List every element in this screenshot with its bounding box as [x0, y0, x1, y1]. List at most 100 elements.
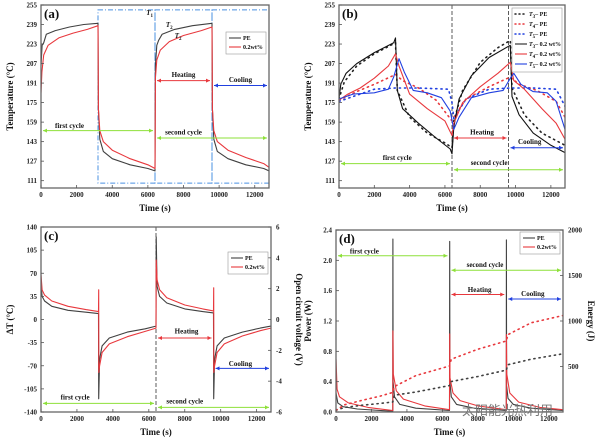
x-tick-label: 2000 [367, 191, 382, 199]
arrow-head-right [557, 268, 561, 273]
annotation-text: T1 [146, 9, 153, 19]
y-tick-label: 1.6 [323, 287, 332, 295]
series-line-pe-energy [336, 353, 563, 411]
y-tick-label: 223 [325, 41, 336, 49]
annotation-text: Cooling [518, 138, 542, 146]
y-tick-label: 191 [27, 80, 38, 88]
x-axis-label: Time (s) [434, 427, 466, 437]
series-group [336, 238, 563, 412]
legend-label: PE [245, 256, 253, 262]
series-line-t3-0-2-wt- [339, 37, 565, 155]
y-right-tick-label: 1000 [568, 318, 583, 326]
y-tick-label: 70 [30, 270, 38, 278]
series-line-0-2wt- [41, 25, 269, 170]
arrow-head-right [557, 297, 561, 302]
annotation-text: second cycle [166, 397, 203, 405]
x-tick-label: 0 [39, 415, 43, 423]
x-tick-label: 12000 [248, 415, 266, 423]
arrow-head-left [43, 128, 47, 133]
y-tick-label: -140 [24, 409, 37, 417]
series-line-t4-0-2-wt- [339, 53, 565, 140]
legend-label: PE [243, 36, 251, 42]
legend: T3– PE T4– PE T5– PE T3– 0.2 wt% T4– 0.2 wt%… [511, 7, 563, 73]
y-tick-label: 239 [27, 21, 38, 29]
arrow-head-left [214, 83, 218, 88]
arrow-head-right [500, 292, 505, 297]
x-tick-label: 10000 [212, 415, 230, 423]
arrow-head-left [157, 78, 161, 83]
x-axis-label: Time (s) [140, 427, 172, 437]
x-tick-label: 4000 [400, 415, 415, 423]
y-tick-label: 255 [325, 2, 336, 10]
legend-label: PE [537, 236, 545, 242]
y-right-tick-label: 1500 [568, 272, 583, 280]
arrow-head-left [338, 253, 342, 258]
x-tick-label: 12000 [540, 415, 558, 423]
y-tick-label: 1.2 [323, 318, 332, 326]
y-right-tick-label: 500 [568, 363, 579, 371]
y-tick-label: 2.0 [323, 257, 332, 265]
x-tick-label: 12000 [246, 191, 264, 199]
y-right-axis-label: Energy (J) [586, 301, 596, 342]
x-tick-label: 6000 [438, 191, 453, 199]
x-tick-label: 4000 [105, 191, 120, 199]
annotation-text: second cycle [471, 159, 508, 167]
panel-d: first cycle second cycle Heating Cooling 0 20… [303, 227, 596, 438]
series-line-pe [41, 22, 269, 172]
arrow-head-left [451, 268, 456, 273]
y-right-tick-label: -6 [276, 409, 282, 417]
y-right-axis-label: Open circuit voltage (V) [294, 273, 304, 366]
x-tick-label: 10000 [210, 191, 228, 199]
y-tick-label: 111 [325, 177, 335, 185]
y-right-tick-label: -4 [276, 378, 282, 386]
legend-label: T4– 0.2 wt% [529, 52, 561, 60]
arrow-head-right [559, 145, 563, 150]
arrow-head-left [43, 401, 47, 406]
legend-label: 0.2wt% [243, 45, 263, 51]
series-line-0-2wt-energy [336, 314, 563, 411]
watermark: 太阳能光热利用 [462, 404, 553, 419]
y-right-tick-label: -2 [276, 347, 282, 355]
arrow-head-right [263, 83, 267, 88]
legend: PE 0.2wt% [225, 31, 267, 55]
legend-label: T3– 0.2 wt% [529, 42, 561, 50]
arrow-head-left [451, 292, 456, 297]
series-line-t5-pe [339, 87, 565, 120]
legend-label: T5– 0.2 wt% [529, 62, 561, 70]
annotation-text: second cycle [467, 261, 504, 269]
arrow-head-right [265, 366, 269, 371]
plot-frame [338, 4, 566, 189]
x-tick-label: 12000 [542, 191, 560, 199]
series-group [339, 37, 565, 155]
arrow-head-right [446, 161, 450, 166]
x-tick-label: 4000 [403, 191, 418, 199]
y-axis-label: Power (W) [303, 300, 313, 342]
series-line-t5-0-2-wt- [339, 58, 565, 130]
y-tick-label: 159 [325, 119, 336, 127]
arrow-head-left [215, 366, 220, 371]
annotation-text: Cooling [521, 290, 545, 298]
x-tick-label: 0 [39, 191, 43, 199]
annotation-text: Heating [175, 327, 199, 335]
annotation-text: Cooling [229, 360, 253, 368]
x-axis-label: Time (s) [139, 203, 171, 213]
arrow-head-right [443, 253, 448, 258]
x-tick-label: 6000 [435, 415, 450, 423]
y-tick-label: 239 [325, 21, 336, 29]
arrow-head-left [157, 135, 161, 140]
panel-label: (a) [44, 6, 59, 21]
y-right-tick-label: 6 [276, 224, 280, 232]
y-tick-label: 207 [27, 60, 38, 68]
x-tick-label: 6000 [142, 415, 157, 423]
annotation-text: Heating [468, 286, 492, 294]
arrow-head-right [206, 78, 210, 83]
series-group [41, 22, 269, 172]
y-tick-label: 143 [325, 138, 336, 146]
annotation-text: first cycle [383, 154, 412, 162]
annotation-text: first cycle [61, 393, 90, 401]
y-tick-label: 143 [27, 138, 38, 146]
y-tick-label: 175 [325, 99, 336, 107]
series-line-0-2wt- [41, 259, 271, 373]
legend: PE 0.2wt% [519, 231, 561, 255]
